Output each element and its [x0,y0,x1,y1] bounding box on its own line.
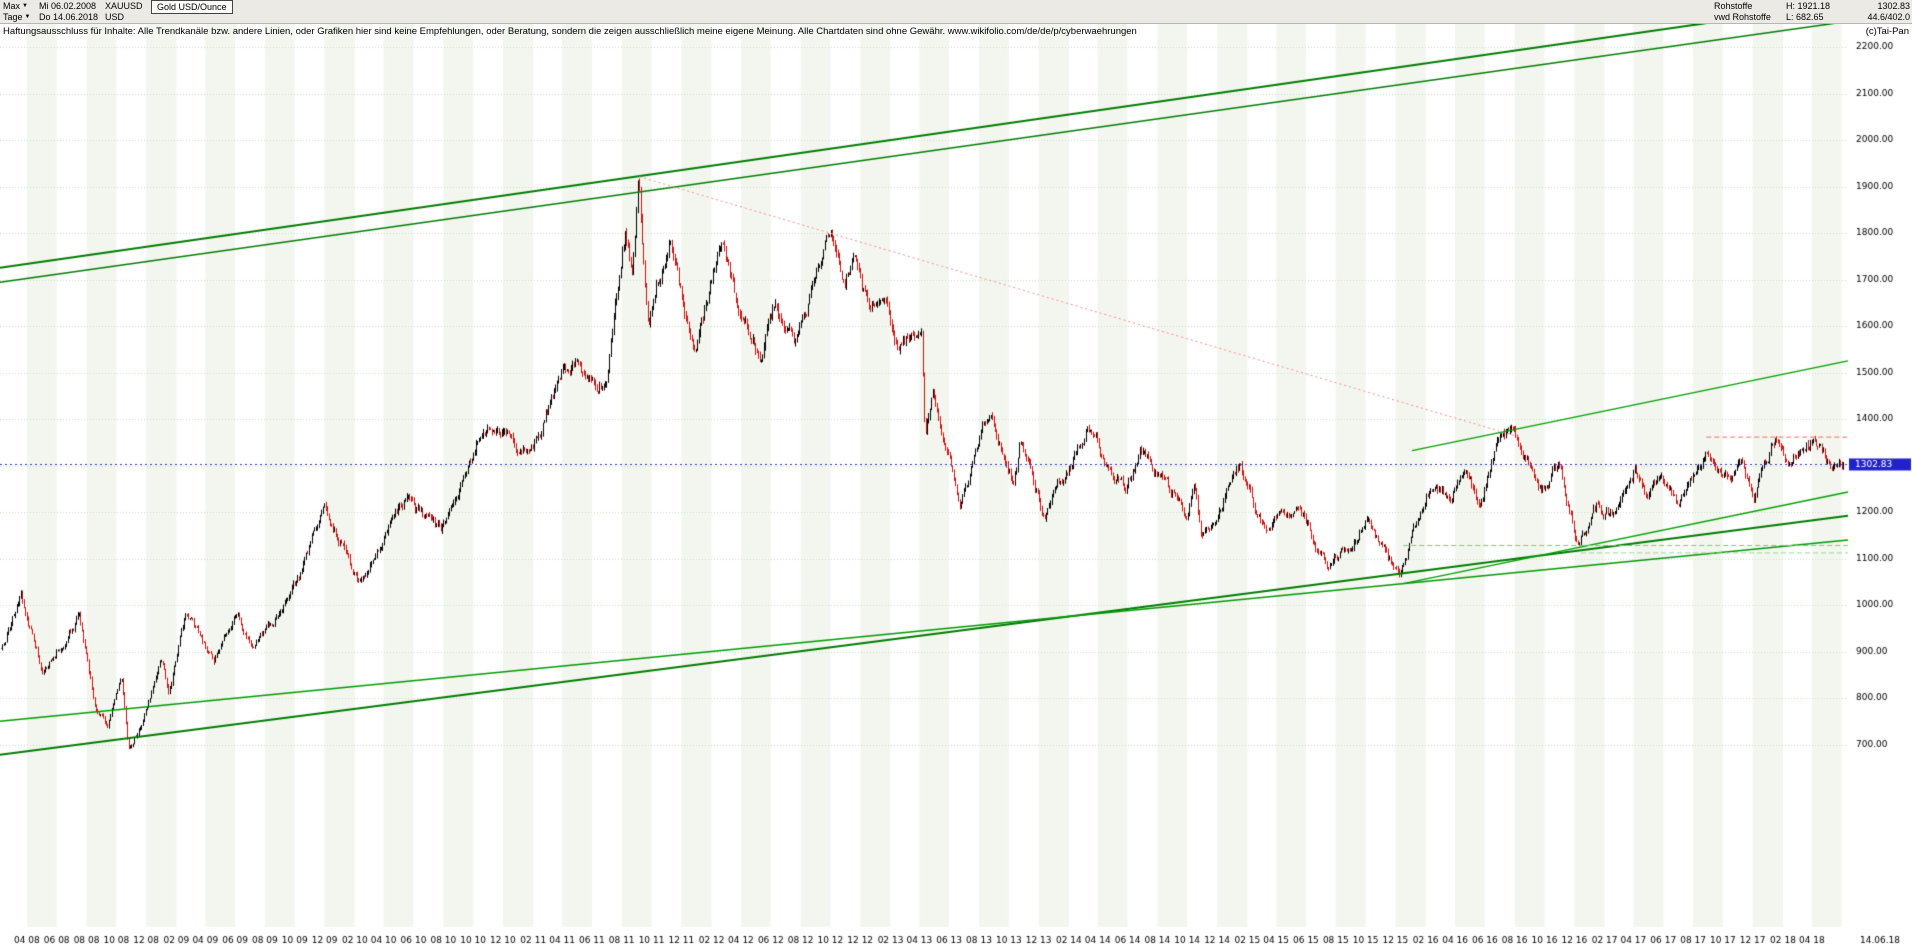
period-high-label: H: 1921.18 [1786,1,1831,11]
period-dropdown[interactable]: Tage ▼ [3,12,39,23]
chart-area: Haftungsausschluss für Inhalte: Alle Tre… [0,24,1912,952]
last-price-label: 1302.83 [1877,1,1910,11]
currency-label: USD [105,12,125,22]
titlebar-left: Max ▼ Mi 06.02.2008 XAUUSD Gold USD/Ounc… [0,0,233,23]
group-label: Rohstoffe [1714,1,1753,11]
end-date-field[interactable]: Do 14.06.2018 [39,12,99,22]
range-dropdown[interactable]: Max ▼ [3,1,39,12]
titlebar-right: Rohstoffe H: 1921.18 1302.83 vwd Rohstof… [1714,0,1912,23]
instrument-name-box[interactable]: Gold USD/Ounce [151,0,233,14]
range-dropdown-label: Max [3,1,21,11]
price-chart-canvas[interactable] [0,24,1912,952]
titlebar: Max ▼ Mi 06.02.2008 XAUUSD Gold USD/Ounc… [0,0,1912,24]
source-label: vwd Rohstoffe [1714,12,1771,22]
disclaimer-text: Haftungsausschluss für Inhalte: Alle Tre… [3,26,1137,37]
symbol-label: XAUUSD [105,1,143,11]
chevron-down-icon: ▼ [22,3,28,9]
copyright-label: (c)Tai-Pan [1865,26,1909,37]
range-info-label: 44.6/402.0 [1867,12,1910,22]
start-date-field[interactable]: Mi 06.02.2008 [39,1,97,11]
chevron-down-icon: ▼ [24,14,31,20]
period-dropdown-label: Tage [3,12,23,22]
period-low-label: L: 682.65 [1786,12,1824,22]
